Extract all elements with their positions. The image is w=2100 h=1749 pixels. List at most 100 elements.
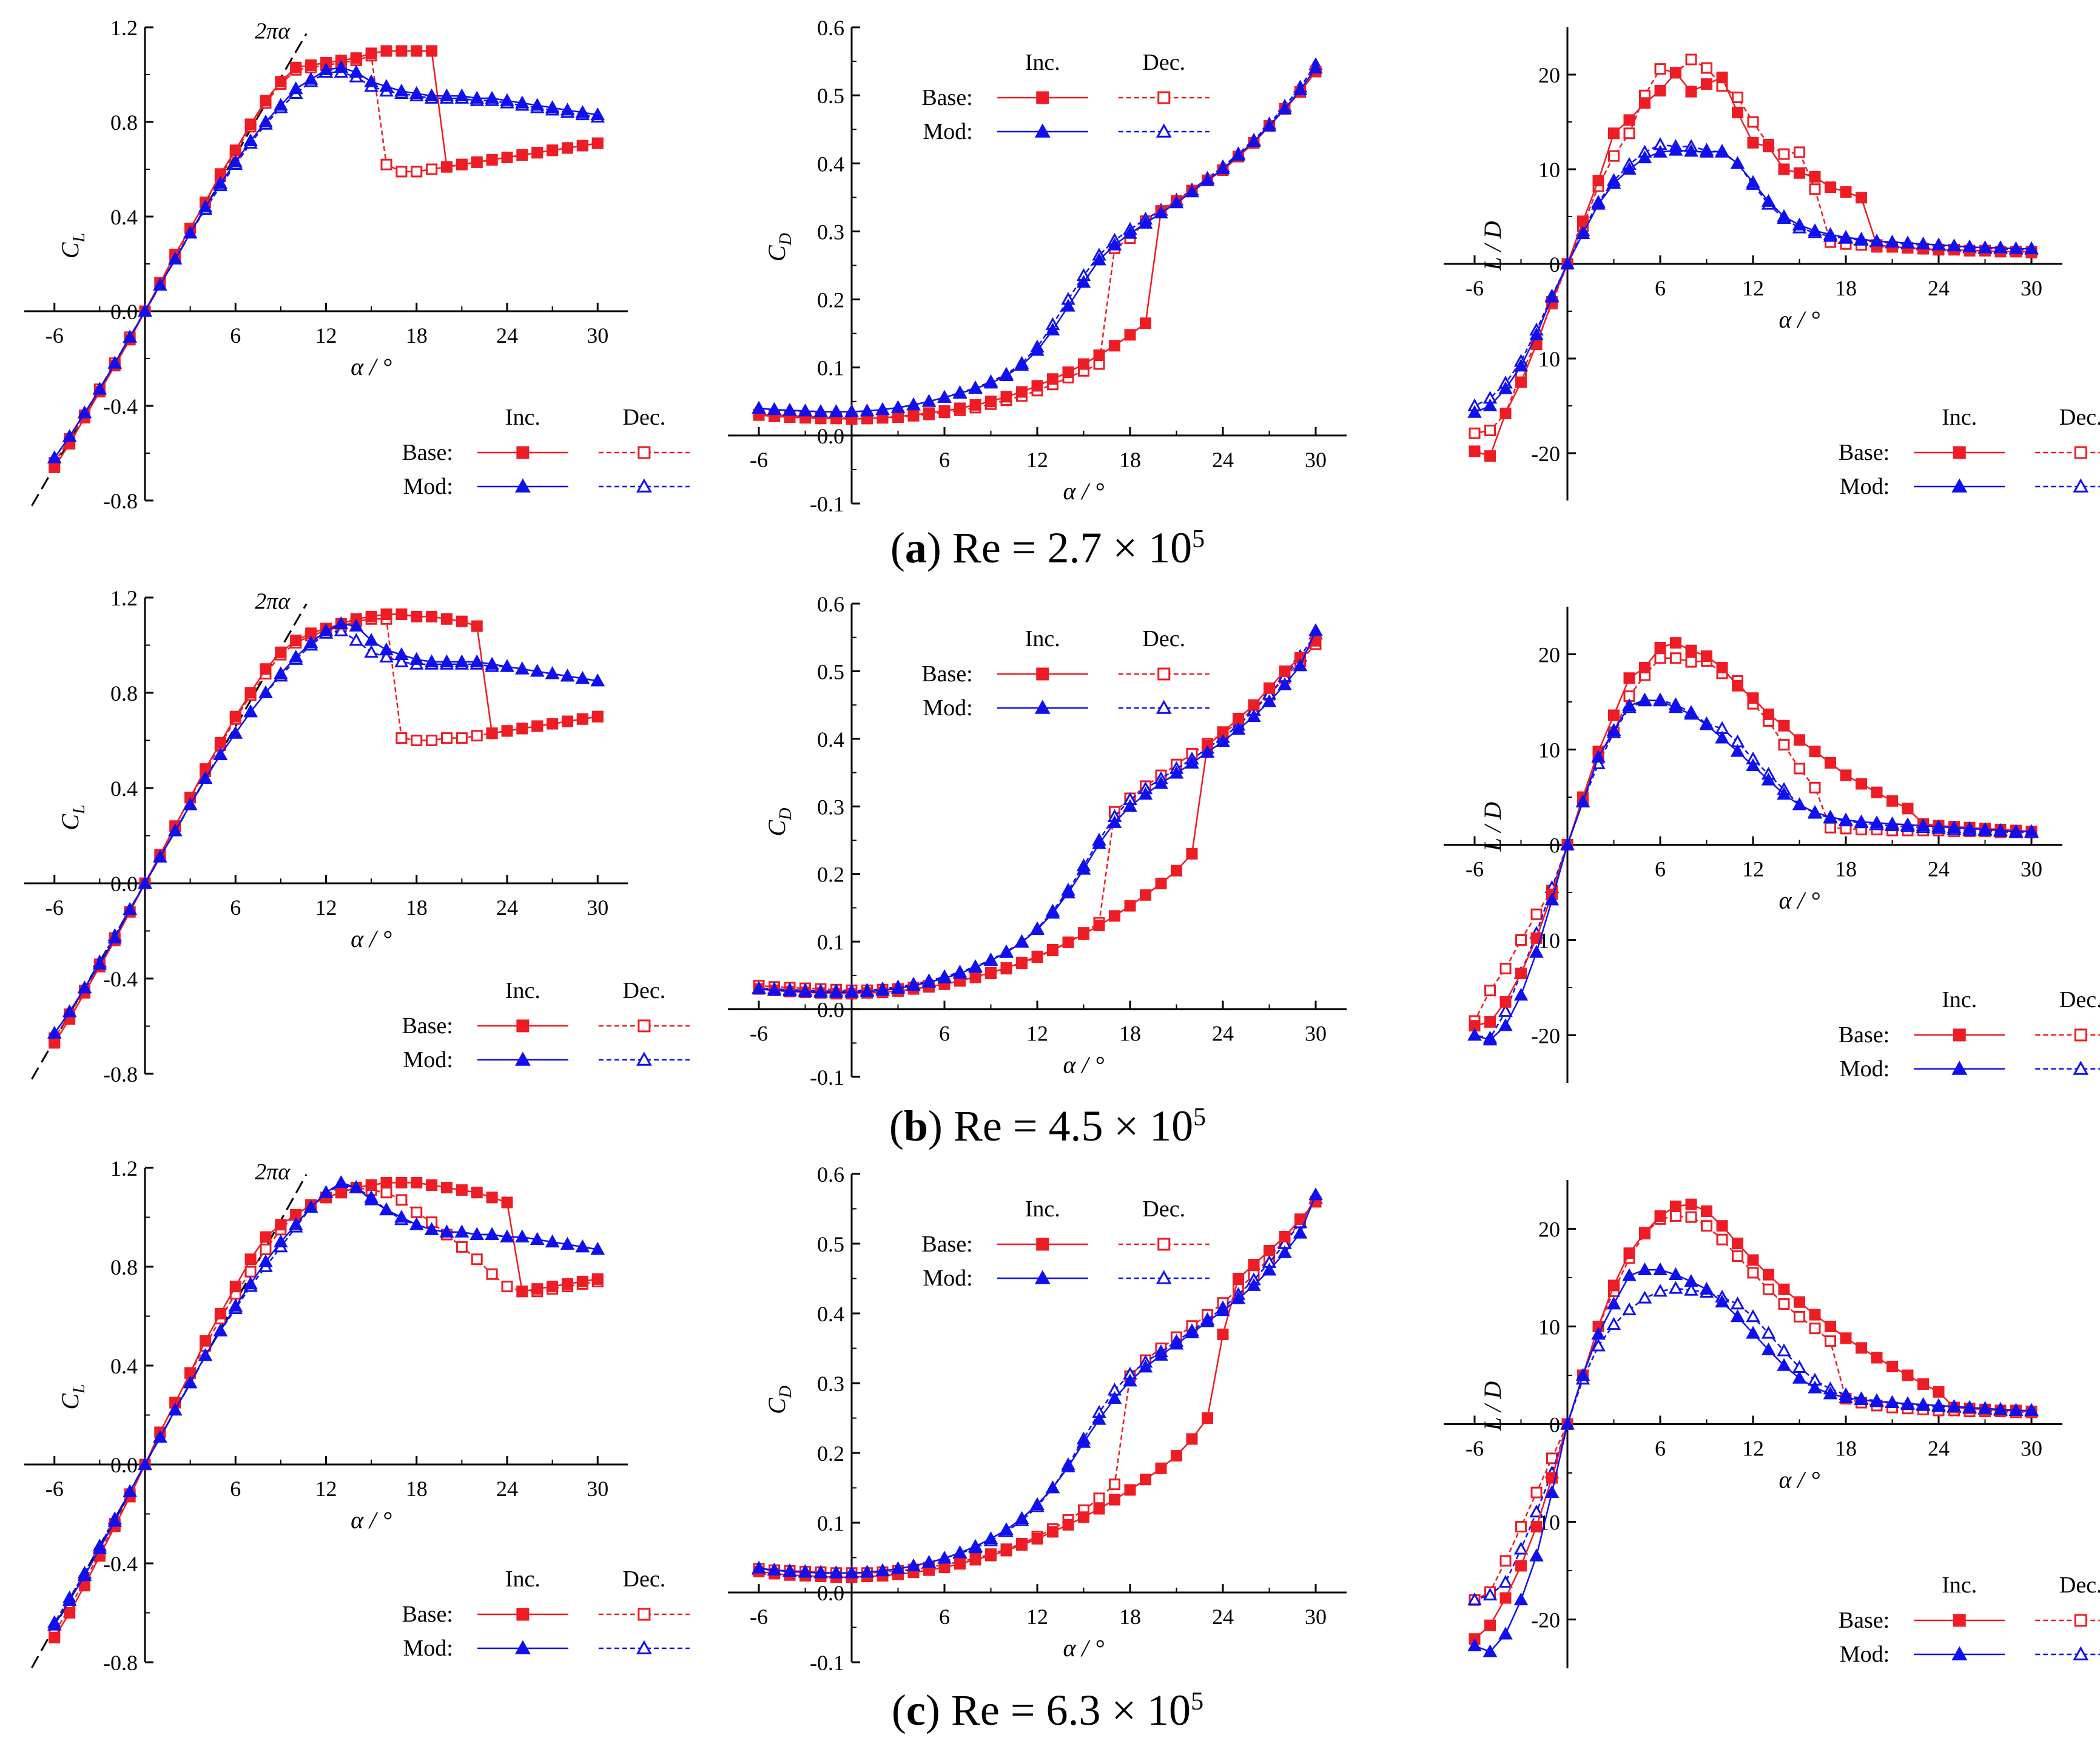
data-point (813, 1565, 828, 1579)
data-point (1823, 809, 1838, 823)
data-point (168, 1403, 183, 1416)
data-point (1047, 373, 1058, 385)
data-point (1716, 1220, 1728, 1232)
data-point (1732, 106, 1743, 118)
data-point (1061, 298, 1075, 312)
data-point (1623, 1247, 1635, 1259)
data-point (1109, 1494, 1120, 1506)
data-point (1809, 781, 1821, 794)
legend-mod-label: Mod: (403, 474, 453, 499)
x-tick-label: 30 (2021, 857, 2042, 881)
data-point (1107, 1391, 1122, 1404)
data-point (335, 1187, 347, 1199)
data-point (485, 90, 499, 104)
data-point (1606, 1296, 1621, 1310)
data-point (138, 1457, 152, 1470)
x-axis-label: α / ° (351, 353, 392, 380)
data-point (1467, 1638, 1482, 1651)
data-point (379, 79, 394, 92)
data-point (1499, 1555, 1512, 1567)
data-point (798, 1565, 813, 1578)
data-point (1623, 127, 1635, 140)
data-point (1608, 1279, 1620, 1292)
series-mod-inc (1467, 143, 2039, 418)
legend-dec-header: Dec. (2059, 1572, 2100, 1598)
legend-inc-header: Inc. (505, 1566, 540, 1592)
data-point (1262, 694, 1277, 707)
data-point (1622, 161, 1637, 175)
data-point (2024, 241, 2039, 254)
y-tick-label: 10 (1538, 738, 1560, 763)
data-point (576, 140, 588, 152)
data-point (1715, 730, 1729, 744)
data-point (303, 72, 318, 85)
data-point (1515, 376, 1527, 388)
data-point (1185, 1325, 1199, 1339)
data-point (1606, 176, 1621, 189)
x-tick-label: 30 (2021, 276, 2042, 300)
data-point (1701, 78, 1712, 90)
data-point (767, 402, 782, 416)
data-point (1809, 170, 1821, 183)
data-point (829, 1565, 844, 1579)
data-point (411, 1176, 423, 1188)
data-point (1608, 127, 1620, 140)
legend-marker-base-inc (1953, 1028, 1966, 1042)
data-point (906, 1559, 921, 1572)
data-point (1685, 656, 1697, 668)
data-point (1014, 358, 1029, 371)
data-point (350, 52, 362, 64)
data-point (1684, 1274, 1698, 1287)
legend-dec-header: Dec. (1142, 626, 1185, 652)
data-point (2024, 824, 2039, 837)
data-point (1093, 1492, 1105, 1505)
data-point (290, 635, 302, 647)
data-point (1747, 136, 1759, 149)
data-point (1825, 757, 1836, 769)
data-point (260, 1231, 272, 1243)
data-point (1499, 1592, 1512, 1604)
data-point (1498, 381, 1513, 394)
legend-inc-header: Inc. (1025, 50, 1060, 75)
x-tick-label: 12 (1026, 1605, 1048, 1629)
legend-base-label: Base: (1839, 1022, 1890, 1048)
data-point (1730, 1309, 1745, 1323)
x-tick-label: -6 (1466, 857, 1484, 881)
data-point (1746, 758, 1760, 772)
data-point (441, 732, 453, 744)
data-point (1078, 358, 1089, 370)
legend-marker-base-dec (2074, 1028, 2087, 1042)
caption-c-label: c (906, 1686, 926, 1734)
data-point (798, 984, 813, 997)
data-point (395, 732, 408, 744)
data-point (275, 76, 287, 88)
data-point (1107, 815, 1122, 828)
data-point (892, 410, 904, 422)
data-point (1608, 709, 1620, 721)
data-point (560, 669, 575, 682)
data-point (1277, 1245, 1292, 1258)
data-point (168, 251, 183, 265)
data-point (1308, 1187, 1323, 1201)
data-point (1654, 652, 1666, 664)
data-point (411, 166, 423, 178)
data-point (153, 277, 167, 291)
data-point (1823, 227, 1838, 240)
y-tick-label: -20 (1531, 1608, 1560, 1633)
data-point (1716, 661, 1728, 673)
legend-marker-base-inc (1036, 1238, 1049, 1251)
data-point (92, 382, 107, 395)
data-point (1045, 906, 1060, 919)
x-tick-label: 6 (230, 323, 241, 348)
data-point (1591, 197, 1606, 210)
legend-mod-label: Mod: (1840, 474, 1890, 499)
legend-marker-base-inc (516, 446, 530, 459)
data-point (1000, 962, 1012, 974)
data-point (1993, 240, 2008, 254)
caption-a-exp: 5 (1192, 525, 1205, 553)
data-point (1825, 181, 1836, 194)
y-tick-label: 20 (1538, 63, 1560, 87)
data-point (426, 735, 438, 746)
data-point (1732, 679, 1743, 692)
data-point (1482, 1587, 1498, 1601)
